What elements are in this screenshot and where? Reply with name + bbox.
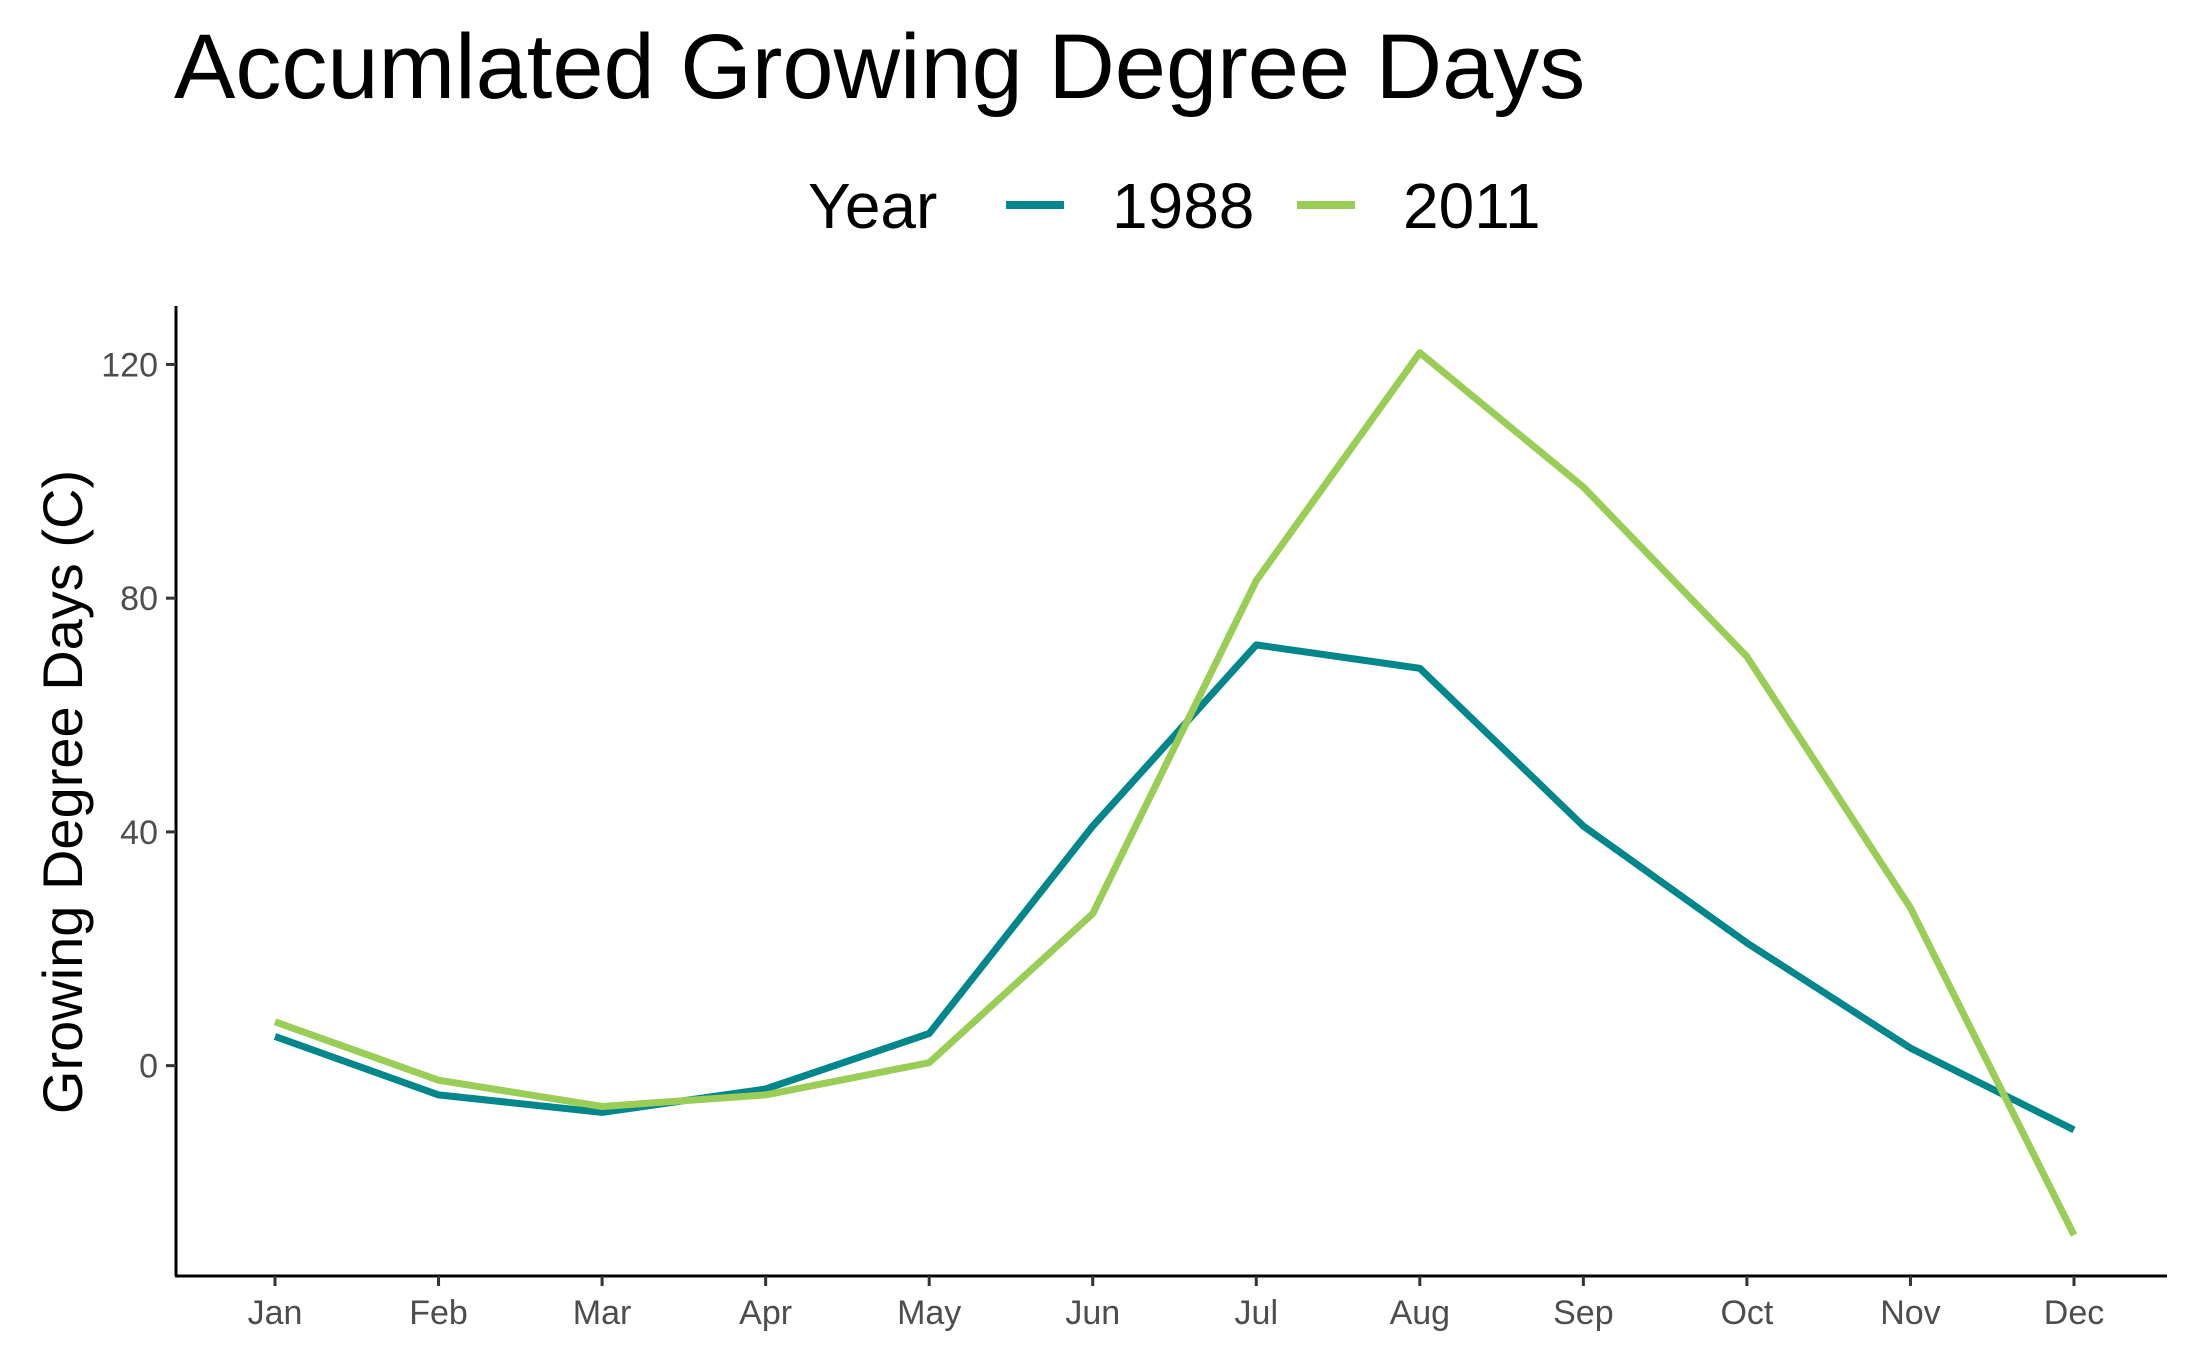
x-tick-label: Mar bbox=[573, 1294, 632, 1332]
x-tick-label: Jul bbox=[1235, 1294, 1278, 1332]
x-tick-label: Apr bbox=[739, 1294, 792, 1332]
y-axis-title: Growing Degree Days (C) bbox=[31, 470, 94, 1114]
x-tick-label: Sep bbox=[1553, 1294, 1614, 1332]
series-line-2011 bbox=[273, 349, 2078, 1237]
x-tick-label: Oct bbox=[1720, 1294, 1773, 1332]
legend: Year 1988 2011 bbox=[808, 170, 1541, 242]
x-tick-label: Dec bbox=[2044, 1294, 2104, 1332]
y-tick-label: 80 bbox=[120, 580, 158, 618]
y-tick-label: 120 bbox=[101, 346, 158, 384]
x-tick-label: Aug bbox=[1390, 1294, 1451, 1332]
x-tick-label: Jun bbox=[1065, 1294, 1120, 1332]
y-ticks: 0 40 80 120 bbox=[101, 346, 176, 1086]
y-tick-label: 0 bbox=[139, 1048, 158, 1086]
x-tick-label: May bbox=[897, 1294, 961, 1332]
x-ticks: Jan Feb Mar Apr May Jun Jul Aug Sep Oct Nov Dec bbox=[248, 1276, 2104, 1332]
x-tick-label: Jan bbox=[248, 1294, 303, 1332]
series-group bbox=[273, 349, 2078, 1237]
legend-label-2011: 2011 bbox=[1403, 170, 1541, 242]
legend-title: Year bbox=[808, 170, 937, 242]
axes bbox=[174, 306, 2167, 1278]
x-tick-label: Nov bbox=[1880, 1294, 1940, 1332]
y-tick-label: 40 bbox=[120, 814, 158, 852]
chart-title: Accumlated Growing Degree Days bbox=[174, 16, 1585, 118]
x-tick-label: Feb bbox=[409, 1294, 468, 1332]
legend-label-1988: 1988 bbox=[1112, 170, 1254, 242]
series-line-1988 bbox=[273, 641, 2076, 1134]
